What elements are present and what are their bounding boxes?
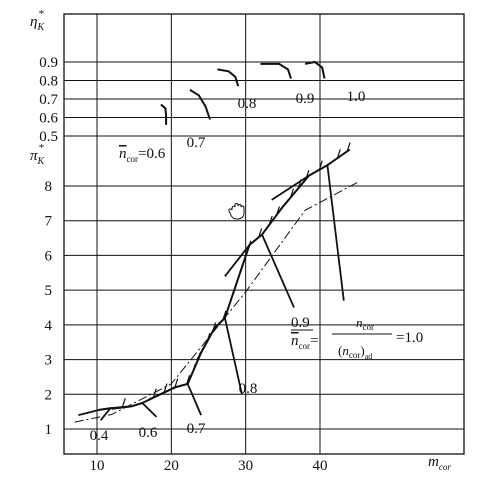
- efficiency-curve-0-7: [189, 88, 211, 120]
- eff-tick-label-0.5: 0.5: [39, 129, 58, 145]
- efficiency-curve-label-0-9: 0.9: [296, 91, 315, 107]
- surge-hatching: [121, 142, 351, 408]
- surge-line: [99, 148, 351, 411]
- speed-formula-suffix: =1.0: [396, 330, 423, 346]
- pr-tick-label-5: 5: [45, 283, 53, 299]
- eff-tick-label-0.6: 0.6: [39, 111, 58, 127]
- x-tick-label-10: 10: [90, 458, 105, 474]
- speed-line-label-0-6: 0.6: [139, 425, 158, 441]
- eff-tick-label-0.7: 0.7: [39, 92, 58, 108]
- speed-line-0-8: [196, 316, 243, 395]
- speed-formula-prefix-value: 0.9: [291, 315, 310, 331]
- speed-line-0-6: [111, 401, 158, 418]
- x-tick-label-20: 20: [164, 458, 179, 474]
- speed-line-label-0-8: 0.8: [239, 381, 258, 397]
- speed-formula-prefix-var: ncor=: [291, 333, 318, 351]
- efficiency-speed-label: ncor=0.6: [119, 146, 166, 164]
- efficiency-curve-0-6: [160, 103, 168, 125]
- x-tick-label-40: 40: [313, 458, 328, 474]
- speed-formula: 0.9 ncor= ncor (ncor)ad =1.0: [291, 315, 423, 361]
- plot-frame: [63, 13, 465, 455]
- x-axis-title: mcor: [428, 454, 451, 472]
- efficiency-axis-title: ηK*: [30, 8, 45, 33]
- pressure-axis-title: πK*: [30, 142, 46, 167]
- speed-lines: 0.4 0.6 0.7 0.8: [78, 163, 345, 444]
- speed-formula-denominator: (ncor)ad: [338, 343, 372, 361]
- pr-tick-label-3: 3: [45, 353, 53, 369]
- grid: [64, 14, 464, 454]
- surge-line-group: [99, 142, 351, 411]
- efficiency-curve-label-0-8: 0.8: [238, 96, 257, 112]
- speed-line-0-7: [148, 382, 202, 416]
- speed-line-1-0: [271, 163, 345, 301]
- operating-line-group: [74, 182, 358, 423]
- pr-tick-label-1: 1: [45, 422, 53, 438]
- efficiency-curves: 0.7 0.8 0.9 1.0: [160, 60, 366, 151]
- pr-tick-label-8: 8: [45, 179, 53, 195]
- efficiency-curve-0-8: [217, 68, 240, 87]
- x-tick-label-30: 30: [238, 458, 253, 474]
- eff-tick-label-0.9: 0.9: [39, 55, 58, 71]
- pr-tick-label-6: 6: [45, 248, 53, 264]
- speed-formula-numerator: ncor: [356, 315, 374, 332]
- speed-line-0-9: [224, 233, 295, 308]
- pr-tick-label-7: 7: [45, 214, 53, 230]
- operating-line: [74, 182, 358, 423]
- efficiency-curve-0-9: [260, 62, 292, 79]
- efficiency-curve-1-0: [304, 60, 326, 79]
- speed-line-label-0-7: 0.7: [187, 421, 206, 437]
- pr-tick-label-2: 2: [45, 387, 53, 403]
- hand-cursor-icon: [228, 203, 245, 220]
- efficiency-curve-label-0-7: 0.7: [187, 135, 206, 151]
- tick-labels: 10 20 30 40 0.5 0.6 0.7 0.8 0.9 1 2 3 4 5 6 7 8: [39, 55, 327, 474]
- speed-line-0-4: [78, 406, 113, 421]
- plot-border: [63, 13, 465, 455]
- pr-tick-label-4: 4: [45, 318, 53, 334]
- speed-line-label-0-4: 0.4: [90, 428, 109, 444]
- eff-tick-label-0.8: 0.8: [39, 74, 58, 90]
- efficiency-curve-label-1-0: 1.0: [347, 89, 366, 105]
